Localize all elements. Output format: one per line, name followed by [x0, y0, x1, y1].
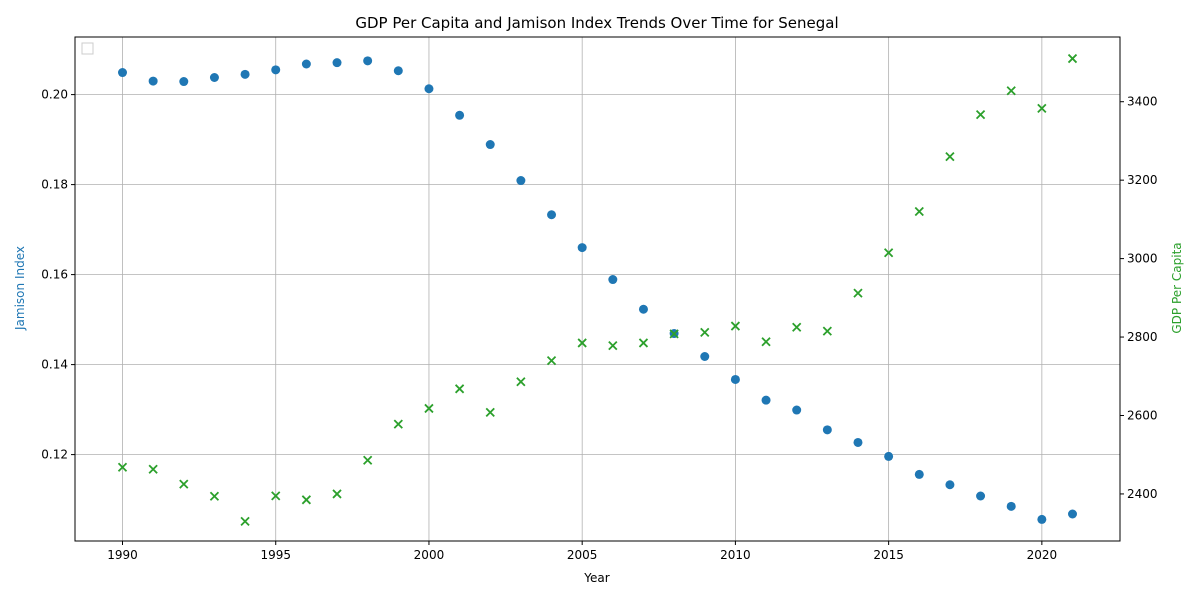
jamison-point	[455, 110, 465, 120]
y-left-tick-label: 0.18	[41, 178, 68, 192]
jamison-point	[209, 73, 219, 82]
gdp-point	[209, 491, 220, 501]
jamison-point	[301, 59, 311, 69]
jamison-point	[914, 469, 924, 479]
gdp-point	[730, 321, 741, 331]
gdp-point	[577, 338, 587, 348]
gdp-point	[179, 479, 189, 489]
jamison-point	[700, 352, 710, 361]
jamison-point	[485, 140, 495, 150]
jamison-point	[730, 374, 740, 384]
y-right-tick-label: 3000	[1127, 252, 1158, 266]
gdp-point	[546, 355, 557, 366]
jamison-point	[240, 69, 250, 79]
gdp-point	[485, 407, 495, 417]
y-right-tick-label: 2800	[1127, 330, 1158, 344]
y-axis-right-label: GDP Per Capita	[1170, 242, 1184, 333]
x-tick-label: 1990	[107, 548, 138, 562]
gdp-point	[761, 337, 771, 347]
gdp-point	[883, 248, 894, 258]
jamison-point	[1068, 509, 1077, 519]
x-tick-label: 2020	[1027, 548, 1058, 562]
jamison-point	[792, 405, 802, 415]
gdp-point	[454, 384, 465, 394]
gdp-point	[1037, 103, 1047, 114]
jamison-point	[577, 243, 587, 253]
axes: 1990 1995 2000 2005 2010 2015 2020 0.12 0.14 0.16…	[41, 36, 1158, 562]
gdp-point	[1006, 86, 1016, 96]
gdp-point	[975, 110, 986, 120]
jamison-point	[638, 304, 648, 314]
y-left-tick-label: 0.20	[41, 88, 68, 102]
jamison-point	[1037, 514, 1047, 524]
y-left-tick-label: 0.12	[41, 448, 68, 462]
gdp-point	[608, 341, 618, 351]
jamison-point	[516, 176, 526, 186]
y-left-tick-label: 0.14	[41, 358, 68, 372]
gdp-point	[240, 516, 250, 527]
jamison-point	[822, 425, 832, 435]
jamison-point	[148, 76, 158, 86]
jamison-series	[118, 56, 1077, 524]
jamison-point	[363, 56, 373, 66]
chart-title: GDP Per Capita and Jamison Index Trends …	[355, 14, 838, 32]
gdp-point	[393, 419, 403, 429]
gdp-point	[700, 327, 710, 337]
x-tick-label: 2005	[567, 548, 598, 562]
jamison-point	[332, 58, 342, 68]
gdp-point	[516, 377, 526, 387]
x-tick-label: 2010	[720, 548, 751, 562]
gdp-point	[271, 491, 281, 501]
y-left-tick-label: 0.16	[41, 268, 68, 282]
jamison-point	[424, 84, 434, 94]
gdp-point	[363, 455, 373, 465]
jamison-point	[945, 480, 955, 490]
jamison-point	[1006, 501, 1016, 511]
x-tick-label: 2000	[414, 548, 445, 562]
gdp-series	[117, 53, 1078, 527]
y-right-tick-label: 2600	[1127, 408, 1158, 422]
legend-box	[81, 42, 94, 55]
x-tick-label: 1995	[260, 548, 291, 562]
gdp-point	[822, 326, 832, 336]
jamison-point	[547, 210, 557, 220]
jamison-point	[179, 77, 189, 87]
jamison-point	[118, 68, 127, 78]
y-right-tick-label: 3200	[1127, 173, 1158, 187]
gdp-point	[669, 329, 679, 339]
jamison-point	[271, 65, 281, 75]
gdp-point	[853, 288, 863, 298]
jamison-point	[761, 395, 771, 405]
gdp-point	[424, 403, 434, 414]
gdp-point	[301, 495, 312, 505]
gdp-point	[914, 206, 924, 217]
gdp-point	[117, 462, 128, 472]
y-right-tick-label: 3400	[1127, 95, 1158, 109]
x-tick-label: 2015	[873, 548, 904, 562]
grid	[75, 37, 1120, 541]
jamison-point	[884, 451, 894, 461]
x-axis-label: Year	[583, 571, 609, 585]
jamison-point	[976, 491, 986, 501]
jamison-point	[608, 275, 618, 285]
gdp-point	[792, 322, 802, 332]
gdp-point	[332, 489, 342, 499]
y-right-tick-label: 2400	[1127, 487, 1158, 501]
gdp-point	[945, 151, 955, 162]
gdp-point	[148, 464, 158, 474]
gdp-point	[638, 338, 649, 348]
gdp-point	[1067, 53, 1078, 64]
jamison-point	[393, 66, 403, 76]
y-axis-left-label: Jamison Index	[13, 246, 27, 331]
jamison-point	[853, 437, 863, 447]
plot-frame	[74, 36, 1121, 542]
